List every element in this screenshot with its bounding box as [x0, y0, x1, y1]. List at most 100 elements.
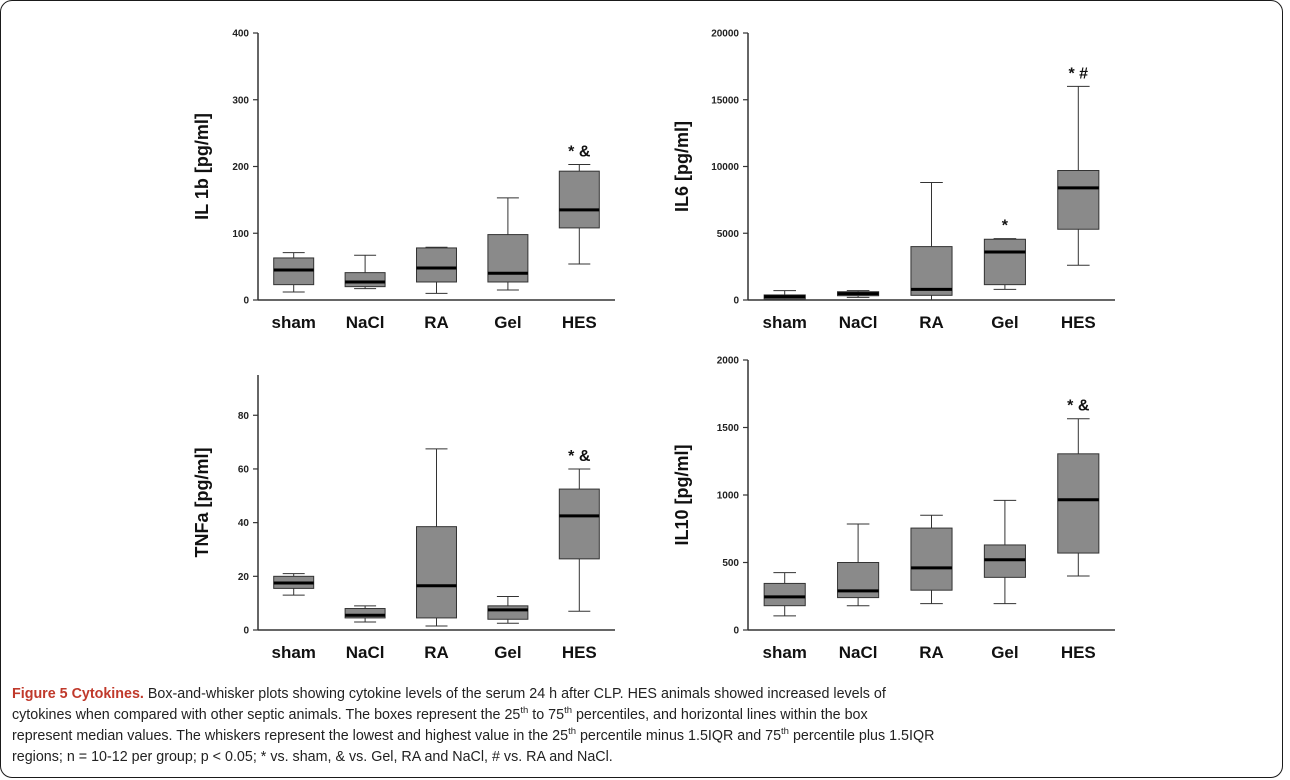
box-iqr: [416, 526, 457, 619]
x-category-label: HES: [1061, 643, 1096, 662]
x-category-label: HES: [562, 313, 597, 332]
caption-label: Figure 5 Cytokines.: [12, 686, 144, 702]
x-category-label: NaCl: [839, 313, 878, 332]
x-category-label: Gel: [991, 643, 1018, 662]
box-iqr: [1057, 170, 1100, 230]
plot-panel-1: 0 100 200 300 400 IL 1b [pg/ml] sham NaCl RA Gel H…: [192, 29, 615, 332]
y-tick-label: 1500: [717, 423, 740, 434]
box-gel: [983, 238, 1026, 290]
x-category-label: RA: [919, 313, 944, 332]
box-sham: [763, 290, 806, 301]
y-tick-label: 20000: [711, 29, 739, 40]
y-tick-label: 0: [243, 296, 249, 307]
caption-sup: th: [781, 726, 789, 738]
y-tick-label: 0: [243, 626, 249, 637]
significance-marker: * #: [1069, 65, 1089, 82]
box-iqr: [487, 605, 529, 620]
box-ra: [416, 246, 457, 294]
y-tick-label: 5000: [717, 229, 740, 240]
box-iqr: [344, 272, 386, 288]
plot-panel-4: 0 500 1000 1500 2000 IL10 [pg/ml] sham NaCl RA Ge…: [672, 356, 1115, 662]
y-tick-label: 15000: [711, 95, 739, 106]
y-tick-label: 60: [238, 464, 250, 475]
y-tick-label: 1000: [717, 491, 740, 502]
y-axis-title: TNFa [pg/ml]: [192, 448, 212, 558]
significance-marker: * &: [568, 143, 591, 160]
caption-text-3a: represent median values. The whiskers re…: [12, 728, 569, 744]
box-iqr: [558, 170, 600, 229]
box-nacl: [837, 523, 880, 607]
y-axis-title: IL10 [pg/ml]: [672, 444, 692, 545]
box-gel: [487, 197, 529, 291]
box-nacl: [344, 254, 386, 290]
significance-marker: * &: [568, 448, 591, 465]
caption-text-4: regions; n = 10-12 per group; p < 0.05; …: [12, 749, 613, 765]
box-sham: [763, 572, 806, 617]
box-iqr: [558, 488, 600, 560]
y-axis-title: IL 1b [pg/ml]: [192, 113, 212, 220]
box-ra: [910, 182, 953, 301]
caption-line-2: cytokines when compared with other septi…: [12, 705, 1282, 726]
significance-marker: * &: [1067, 398, 1090, 415]
y-tick-label: 500: [722, 558, 739, 569]
x-category-label: NaCl: [346, 313, 385, 332]
x-category-label: HES: [562, 643, 597, 662]
box-gel: [487, 595, 529, 624]
x-category-label: Gel: [494, 643, 521, 662]
caption-text-2b: to 75: [528, 707, 565, 723]
caption-text-2a: cytokines when compared with other septi…: [12, 707, 521, 723]
x-category-label: HES: [1061, 313, 1096, 332]
box-nacl: [344, 605, 386, 623]
x-category-label: RA: [424, 313, 449, 332]
box-sham: [273, 573, 315, 596]
figure-caption: Figure 5 Cytokines. Box-and-whisker plot…: [12, 684, 1282, 768]
box-iqr: [983, 238, 1026, 286]
x-category-label: Gel: [991, 313, 1018, 332]
caption-text-2c: percentiles, and horizontal lines within…: [572, 707, 868, 723]
box-iqr: [910, 246, 953, 296]
caption-sup: th: [520, 705, 529, 717]
box-iqr: [416, 247, 457, 283]
box-ra: [910, 514, 953, 605]
plot-panel-3: 0 20 40 60 80 TNFa [pg/ml] sham NaCl RA Gel HES * &: [192, 375, 615, 662]
y-tick-label: 400: [232, 29, 249, 40]
box-iqr: [763, 582, 806, 607]
caption-sup: th: [564, 705, 572, 717]
y-tick-label: 200: [232, 162, 249, 173]
box-ra: [416, 448, 457, 627]
y-tick-label: 40: [238, 518, 250, 529]
box-hes: [1057, 418, 1100, 577]
box-iqr: [487, 234, 529, 283]
box-hes: [558, 163, 600, 265]
x-category-label: NaCl: [839, 643, 878, 662]
y-tick-label: 80: [238, 411, 250, 422]
x-category-label: sham: [271, 643, 315, 662]
box-sham: [273, 252, 315, 293]
plot-panel-2: 0 5000 10000 15000 20000 IL6 [pg/ml] sham NaCl R…: [672, 29, 1115, 332]
y-tick-label: 2000: [717, 356, 740, 367]
y-tick-label: 0: [733, 296, 739, 307]
box-iqr: [344, 608, 386, 619]
box-iqr: [910, 527, 953, 591]
y-tick-label: 0: [733, 626, 739, 637]
caption-line-4: regions; n = 10-12 per group; p < 0.05; …: [12, 747, 1282, 768]
y-axis-title: IL6 [pg/ml]: [672, 121, 692, 212]
x-category-label: sham: [762, 643, 806, 662]
x-category-label: sham: [271, 313, 315, 332]
y-tick-label: 100: [232, 229, 249, 240]
x-category-label: NaCl: [346, 643, 385, 662]
caption-text-3c: percentile plus 1.5IQR: [788, 728, 935, 744]
box-hes: [1057, 85, 1100, 266]
caption-line-3: represent median values. The whiskers re…: [12, 726, 1282, 747]
caption-text-1: Box-and-whisker plots showing cytokine l…: [143, 686, 886, 702]
caption-sup: th: [568, 726, 576, 738]
caption-line-1: Figure 5 Cytokines. Box-and-whisker plot…: [12, 684, 1282, 705]
caption-text-3b: percentile minus 1.5IQR and 75: [576, 728, 782, 744]
x-category-label: RA: [424, 643, 449, 662]
y-tick-label: 20: [238, 572, 250, 583]
x-category-label: RA: [919, 643, 944, 662]
box-gel: [983, 499, 1026, 605]
box-hes: [558, 468, 600, 612]
